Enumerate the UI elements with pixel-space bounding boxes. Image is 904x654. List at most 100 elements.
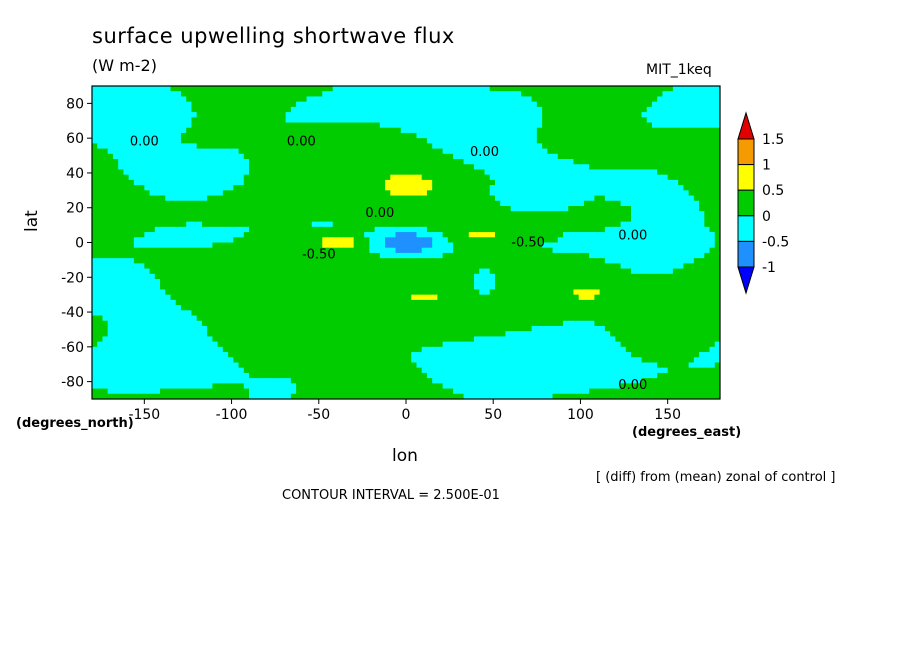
field-cell bbox=[557, 211, 564, 218]
field-cell bbox=[662, 159, 669, 165]
field-cell bbox=[657, 148, 664, 155]
field-cell bbox=[657, 273, 664, 280]
field-cell bbox=[180, 179, 187, 186]
field-cell bbox=[688, 106, 695, 113]
field-cell bbox=[620, 200, 627, 207]
field-cell bbox=[704, 86, 711, 92]
field-cell bbox=[479, 232, 486, 238]
field-cell bbox=[317, 273, 323, 280]
field-cell bbox=[636, 138, 643, 144]
field-cell bbox=[500, 221, 507, 228]
field-cell bbox=[207, 299, 213, 306]
field-cell bbox=[510, 138, 517, 144]
field-cell bbox=[175, 117, 182, 124]
field-cell bbox=[573, 195, 580, 202]
field-cell bbox=[489, 174, 496, 181]
field-cell bbox=[144, 294, 151, 301]
field-cell bbox=[542, 273, 548, 280]
field-cell bbox=[123, 258, 130, 264]
field-cell bbox=[426, 96, 433, 103]
field-cell bbox=[212, 148, 219, 155]
field-cell bbox=[385, 242, 391, 249]
field-cell bbox=[704, 106, 711, 113]
field-cell bbox=[296, 91, 302, 98]
field-cell bbox=[411, 242, 418, 249]
field-cell bbox=[699, 247, 705, 254]
field-cell bbox=[186, 148, 193, 155]
field-cell bbox=[311, 289, 318, 296]
field-cell bbox=[599, 205, 606, 212]
field-cell bbox=[672, 159, 679, 165]
field-cell bbox=[123, 106, 130, 113]
field-cell bbox=[285, 127, 292, 134]
field-cell bbox=[196, 299, 203, 306]
field-cell bbox=[233, 237, 240, 244]
field-cell bbox=[196, 294, 203, 301]
field-cell bbox=[704, 164, 711, 171]
field-cell bbox=[479, 226, 486, 233]
field-cell bbox=[568, 169, 575, 176]
field-cell bbox=[144, 91, 151, 98]
field-cell bbox=[400, 86, 407, 92]
field-cell bbox=[709, 216, 716, 223]
field-cell bbox=[463, 117, 470, 124]
field-cell bbox=[133, 216, 140, 223]
field-cell bbox=[133, 185, 140, 191]
field-cell bbox=[552, 174, 559, 181]
field-cell bbox=[228, 216, 234, 223]
field-cell bbox=[170, 232, 177, 238]
field-cell bbox=[536, 127, 543, 134]
field-cell bbox=[589, 268, 595, 275]
field-cell bbox=[353, 112, 360, 118]
field-cell bbox=[589, 117, 595, 124]
field-cell bbox=[610, 96, 616, 103]
field-cell bbox=[536, 164, 543, 171]
field-cell bbox=[494, 268, 501, 275]
field-cell bbox=[306, 86, 313, 92]
field-cell bbox=[620, 185, 627, 191]
field-cell bbox=[547, 132, 554, 139]
field-cell bbox=[678, 279, 684, 285]
field-cell bbox=[348, 263, 355, 270]
field-cell bbox=[636, 237, 643, 244]
field-cell bbox=[296, 153, 302, 160]
field-cell bbox=[118, 221, 124, 228]
field-cell bbox=[217, 200, 224, 207]
field-cell bbox=[228, 132, 234, 139]
field-cell bbox=[285, 106, 292, 113]
field-cell bbox=[353, 164, 360, 171]
field-cell bbox=[259, 132, 266, 139]
field-cell bbox=[149, 299, 156, 306]
field-cell bbox=[474, 252, 480, 259]
field-cell bbox=[102, 252, 109, 259]
field-cell bbox=[683, 195, 690, 202]
field-cell bbox=[123, 122, 130, 129]
field-cell bbox=[515, 237, 522, 244]
field-cell bbox=[599, 247, 606, 254]
field-cell bbox=[442, 226, 449, 233]
field-cell bbox=[170, 279, 177, 285]
field-cell bbox=[364, 117, 370, 124]
field-cell bbox=[442, 289, 449, 296]
field-cell bbox=[610, 211, 616, 218]
field-cell bbox=[390, 263, 397, 270]
field-cell bbox=[364, 289, 370, 296]
field-cell bbox=[243, 216, 250, 223]
field-cell bbox=[296, 237, 302, 244]
field-cell bbox=[128, 200, 135, 207]
field-cell bbox=[243, 185, 250, 191]
field-cell bbox=[222, 247, 229, 254]
field-cell bbox=[296, 86, 302, 92]
field-cell bbox=[358, 226, 365, 233]
field-cell bbox=[186, 216, 193, 223]
field-cell bbox=[128, 148, 135, 155]
field-cell bbox=[458, 221, 465, 228]
field-cell bbox=[672, 258, 679, 264]
field-cell bbox=[196, 242, 203, 249]
field-cell bbox=[636, 117, 643, 124]
field-cell bbox=[442, 268, 449, 275]
field-cell bbox=[165, 258, 172, 264]
field-cell bbox=[594, 252, 601, 259]
field-cell bbox=[552, 185, 559, 191]
field-cell bbox=[426, 195, 433, 202]
